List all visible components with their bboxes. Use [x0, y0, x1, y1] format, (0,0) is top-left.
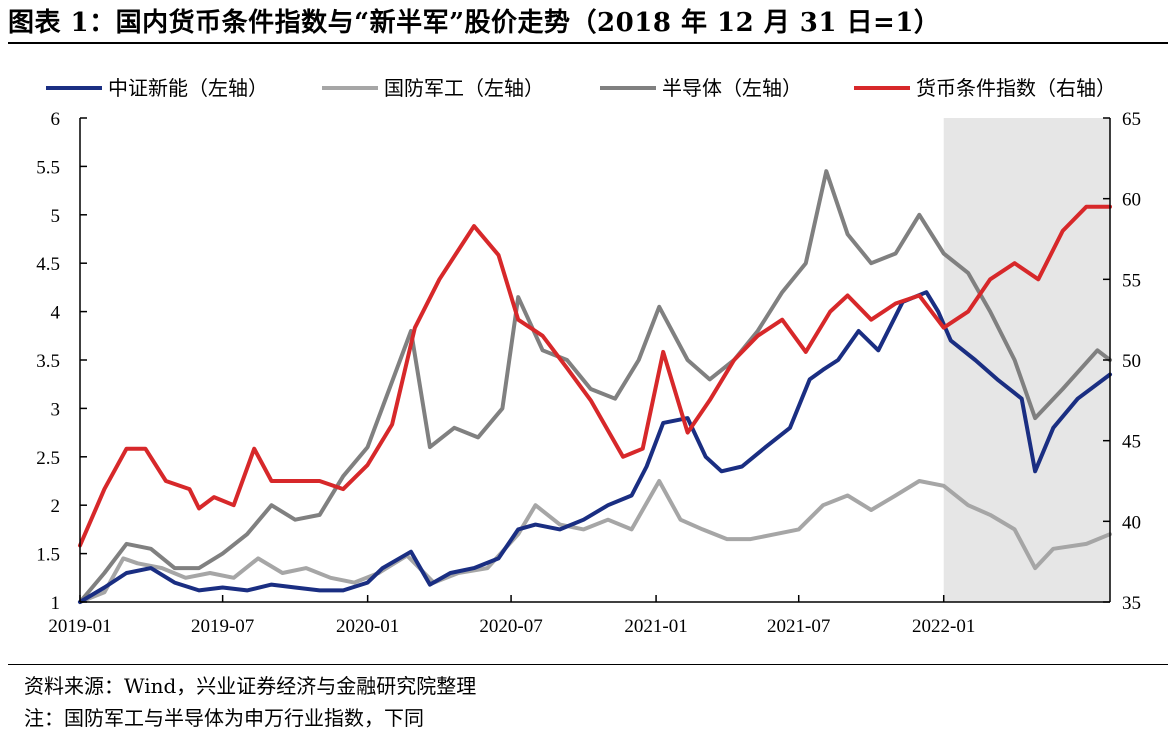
y-left-tick-label: 6: [51, 109, 61, 130]
y-left-tick-label: 4: [51, 303, 61, 324]
series-layer: [78, 169, 1112, 604]
x-tick-label: 2020-01: [336, 616, 399, 637]
shaded-region-2022: [943, 118, 1110, 602]
series-line-1: [78, 479, 1112, 604]
y-right-tick-label: 55: [1122, 270, 1141, 291]
chart-svg: 中证新能（左轴） 国防军工（左轴） 半导体（左轴） 货币条件指数（右轴） 1 1.5 2 2…: [36, 77, 1141, 637]
y-left-tick-label: 3: [51, 399, 61, 420]
legend-label: 中证新能（左轴）: [108, 77, 268, 100]
series-line-0: [78, 290, 1112, 604]
legend: 中证新能（左轴） 国防军工（左轴） 半导体（左轴） 货币条件指数（右轴）: [46, 77, 1116, 100]
y-right-tick-label: 45: [1122, 432, 1141, 453]
x-tick-label: 2019-07: [191, 616, 254, 637]
x-tick-label: 2021-07: [767, 616, 830, 637]
x-tick-label: 2021-01: [624, 616, 687, 637]
legend-label: 半导体（左轴）: [662, 77, 802, 100]
y-right-tick-label: 40: [1122, 512, 1141, 533]
y-left-tick-label: 2: [51, 496, 61, 517]
legend-label: 货币条件指数（右轴）: [916, 77, 1116, 100]
y-left-tick-label: 3.5: [36, 351, 60, 372]
y-left-ticks: 1 1.5 2 2.5 3 3.5 4 4.5 5 5.5 6: [36, 109, 87, 614]
legend-label: 国防军工（左轴）: [384, 77, 544, 100]
x-tick-label: 2020-07: [479, 616, 542, 637]
remark-note: 注：国防军工与半导体为申万行业指数，下同: [24, 706, 424, 730]
x-tick-label: 2022-01: [912, 616, 975, 637]
footer-rule: [8, 664, 1168, 665]
series-line-3: [78, 204, 1112, 548]
series-line-2: [78, 169, 1112, 604]
source-note: 资料来源：Wind，兴业证券经济与金融研究院整理: [24, 674, 477, 698]
y-right-tick-label: 65: [1122, 109, 1141, 130]
y-left-tick-label: 4.5: [36, 254, 60, 275]
title-rule: [8, 42, 1168, 44]
y-left-tick-label: 1.5: [36, 545, 60, 566]
y-left-tick-label: 1: [51, 593, 61, 614]
chart-title: 图表 1：国内货币条件指数与“新半军”股价走势（2018 年 12 月 31 日…: [8, 8, 941, 38]
x-ticks: 2019-01 2019-07 2020-01 2020-07 2021-01 2021-…: [48, 595, 975, 637]
y-left-tick-label: 5: [51, 206, 61, 227]
x-tick-label: 2019-01: [48, 616, 111, 637]
y-left-tick-label: 5.5: [36, 157, 60, 178]
y-right-ticks: 35 40 45 50 55 60 65: [1103, 109, 1141, 614]
y-left-tick-label: 2.5: [36, 448, 60, 469]
y-right-tick-label: 60: [1122, 190, 1141, 211]
y-right-tick-label: 35: [1122, 593, 1141, 614]
y-right-tick-label: 50: [1122, 351, 1141, 372]
